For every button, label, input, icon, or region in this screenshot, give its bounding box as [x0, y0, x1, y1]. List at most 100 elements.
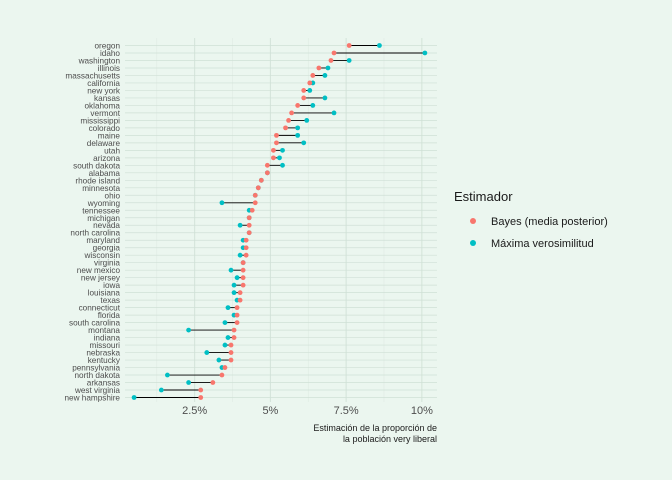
point-mle-south-carolina: [222, 320, 228, 326]
y-tick-label: south dakota: [73, 161, 120, 170]
point-mle-kentucky: [216, 357, 222, 363]
point-mle-oklahoma: [310, 103, 316, 108]
point-bayes-new-jersey: [240, 275, 246, 281]
y-tick-label: nebraska: [86, 349, 120, 358]
point-bayes-oregon: [346, 43, 352, 48]
y-tick-label: nevada: [93, 221, 120, 230]
point-bayes-colorado: [283, 125, 288, 131]
y-tick-label: idaho: [100, 49, 120, 58]
y-tick-label: wyoming: [87, 199, 121, 208]
point-mle-new-jersey: [234, 275, 240, 281]
y-tick-label: new york: [87, 86, 121, 95]
point-mle-new-mexico: [228, 267, 234, 273]
point-mle-new-hampshire: [131, 395, 137, 400]
point-mle-iowa: [231, 282, 237, 288]
y-tick-label: iowa: [103, 281, 120, 290]
point-mle-arizona: [277, 155, 282, 161]
point-bayes-washington: [328, 58, 334, 63]
y-tick-label: west virginia: [74, 386, 120, 395]
point-mle-arkansas: [186, 380, 192, 385]
point-mle-delaware: [301, 140, 307, 146]
point-mle-missouri: [222, 342, 228, 348]
y-tick-label: montana: [88, 326, 120, 335]
point-bayes-texas: [237, 297, 243, 303]
point-bayes-new-hampshire: [198, 395, 204, 400]
point-mle-utah: [280, 147, 285, 153]
y-tick-label: north dakota: [74, 371, 120, 380]
y-tick-label: ohio: [105, 191, 121, 200]
y-tick-label: alabama: [89, 169, 121, 178]
point-mle-oregon: [377, 43, 382, 48]
y-tick-label: kentucky: [88, 356, 121, 365]
y-tick-label: illinois: [98, 64, 120, 73]
point-bayes-arizona: [271, 155, 276, 161]
point-bayes-new-york: [301, 88, 307, 93]
point-mle-west-virginia: [158, 387, 164, 393]
point-bayes-north-carolina: [246, 230, 252, 236]
y-tick-label: indiana: [94, 334, 121, 343]
point-bayes-mississippi: [286, 117, 291, 123]
y-tick-labels: oregonidahowashingtonillinoismassachuset…: [64, 42, 120, 403]
point-bayes-ohio: [252, 192, 258, 198]
y-tick-label: arizona: [93, 154, 120, 163]
x-tick-labels: 2.5% 5% 7.5% 10%: [182, 405, 433, 417]
y-tick-label: colorado: [89, 124, 121, 133]
y-tick-label: arkansas: [87, 379, 120, 388]
y-tick-label: washington: [78, 56, 121, 65]
y-tick-label: maine: [98, 131, 121, 140]
point-bayes-wyoming: [252, 200, 258, 206]
x-axis-title-line1: Estimación de la proporción de: [313, 423, 437, 433]
point-bayes-missouri: [228, 342, 234, 348]
point-bayes-maryland: [243, 237, 249, 243]
point-bayes-virginia: [240, 260, 246, 266]
legend-key-bayes: [470, 218, 476, 224]
x-tick-label: 5%: [262, 405, 278, 417]
point-bayes-california: [307, 80, 313, 86]
point-bayes-north-dakota: [219, 372, 225, 378]
y-tick-label: minnesota: [82, 184, 120, 193]
point-bayes-connecticut: [234, 305, 240, 311]
point-mle-kansas: [322, 95, 328, 101]
y-tick-label: mississippi: [80, 116, 120, 125]
point-bayes-delaware: [274, 140, 279, 146]
panel-background: [125, 38, 437, 402]
y-tick-label: texas: [100, 296, 120, 305]
point-bayes-georgia: [243, 245, 249, 251]
point-mle-new-york: [307, 88, 313, 93]
point-mle-idaho: [422, 50, 428, 56]
point-mle-nebraska: [204, 350, 210, 355]
y-tick-label: oklahoma: [84, 101, 120, 110]
y-tick-label: florida: [98, 311, 121, 320]
x-tick-label: 7.5%: [334, 405, 359, 417]
y-tick-label: louisiana: [88, 289, 121, 298]
y-tick-label: kansas: [94, 94, 120, 103]
y-tick-label: delaware: [87, 139, 121, 148]
y-tick-label: tennessee: [82, 206, 120, 215]
x-tick-label: 2.5%: [182, 405, 207, 417]
point-bayes-michigan: [246, 215, 252, 221]
point-bayes-nebraska: [228, 350, 234, 355]
point-bayes-iowa: [240, 282, 246, 288]
point-mle-wisconsin: [237, 252, 243, 258]
point-bayes-louisiana: [237, 290, 243, 296]
point-bayes-rhode-island: [258, 177, 264, 183]
point-mle-nevada: [237, 222, 243, 228]
y-tick-label: virginia: [94, 259, 120, 268]
point-bayes-kentucky: [228, 357, 234, 363]
point-mle-north-dakota: [165, 372, 170, 378]
y-tick-label: maryland: [86, 236, 120, 245]
point-bayes-kansas: [301, 95, 307, 101]
point-bayes-florida: [234, 312, 240, 318]
point-mle-connecticut: [225, 305, 231, 311]
point-mle-wyoming: [219, 200, 225, 206]
point-mle-south-dakota: [280, 162, 285, 168]
point-bayes-wisconsin: [243, 252, 249, 258]
y-tick-label: rhode island: [75, 176, 120, 185]
point-bayes-idaho: [331, 50, 337, 56]
point-bayes-new-mexico: [240, 267, 246, 273]
point-bayes-utah: [271, 147, 276, 153]
y-tick-label: missouri: [90, 341, 121, 350]
point-mle-massachusetts: [322, 73, 328, 78]
point-mle-illinois: [325, 65, 331, 71]
point-bayes-illinois: [316, 65, 322, 71]
